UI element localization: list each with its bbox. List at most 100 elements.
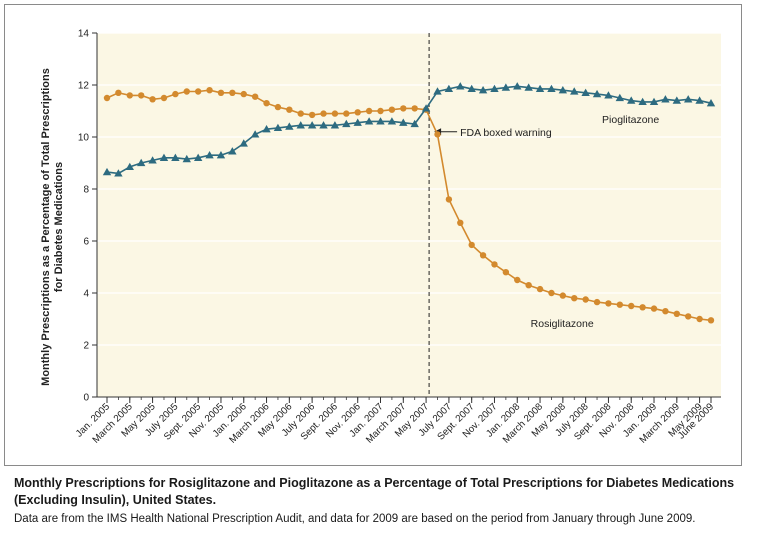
pioglitazone-point [638, 97, 647, 106]
pioglitazone-point [171, 153, 180, 161]
rosiglitazone-point [650, 305, 658, 312]
rosiglitazone-point [445, 196, 453, 203]
pioglitazone-point [547, 84, 556, 93]
pioglitazone-label: Pioglitazone [602, 114, 659, 126]
rosiglitazone-point [297, 110, 304, 117]
pioglitazone-point [216, 151, 226, 159]
y-tick-label: 4 [83, 289, 89, 300]
pioglitazone-point [330, 121, 340, 129]
pioglitazone-point [478, 86, 488, 94]
pioglitazone-point [490, 84, 499, 93]
pioglitazone-point [410, 119, 419, 128]
rosiglitazone-point [525, 282, 532, 289]
pioglitazone-point [125, 162, 134, 171]
pioglitazone-point [250, 130, 260, 138]
pioglitazone-point [535, 84, 545, 93]
pioglitazone-point [421, 104, 431, 112]
rosiglitazone-point [308, 111, 316, 119]
y-tick-label: 10 [78, 133, 90, 144]
pioglitazone-point [604, 91, 613, 99]
rosiglitazone-point [331, 110, 339, 117]
rosiglitazone-point [514, 276, 521, 284]
pioglitazone-point [706, 99, 716, 107]
pioglitazone-point [239, 139, 248, 147]
pioglitazone-point [433, 87, 442, 95]
y-tick-label: 2 [83, 341, 89, 352]
rosiglitazone-point [263, 100, 270, 107]
pioglitazone-point [262, 125, 271, 133]
rosiglitazone-point [571, 295, 578, 302]
pioglitazone-point [558, 86, 568, 94]
figure-caption-title: Monthly Prescriptions for Rosiglitazone … [14, 476, 735, 507]
rosiglitazone-point [582, 296, 589, 303]
rosiglitazone-point [206, 87, 213, 94]
rosiglitazone-point [639, 304, 646, 311]
pioglitazone-point [376, 117, 385, 125]
rosiglitazone-point [434, 131, 441, 138]
pioglitazone-point [684, 95, 693, 103]
pioglitazone-point [444, 84, 454, 93]
rosiglitazone-label: Rosiglitazone [531, 318, 594, 330]
rosiglitazone-point [160, 94, 168, 102]
rosiglitazone-point [377, 107, 384, 115]
y-axis-label: Monthly Prescriptions as a Percentage of… [40, 68, 52, 386]
pioglitazone-point [114, 169, 123, 177]
rosiglitazone-point [662, 308, 669, 315]
rosiglitazone-point [320, 110, 327, 117]
pioglitazone-point [615, 93, 625, 102]
pioglitazone-point [581, 88, 590, 96]
rosiglitazone-point [126, 92, 133, 99]
rosiglitazone-point [172, 90, 179, 98]
figure-caption-note: Data are from the IMS Health National Pr… [14, 513, 696, 525]
pioglitazone-point [296, 121, 305, 129]
y-tick-label: 0 [83, 393, 89, 404]
pioglitazone-point [627, 96, 636, 104]
pioglitazone-point [456, 82, 465, 90]
rosiglitazone-point [605, 300, 612, 307]
pioglitazone-point [228, 147, 237, 155]
rosiglitazone-point [251, 93, 259, 100]
y-tick-label: 14 [78, 29, 90, 40]
pioglitazone-point [661, 95, 670, 103]
rosiglitazone-point [149, 96, 156, 103]
pioglitazone-point [592, 89, 602, 98]
pioglitazone-point [524, 83, 533, 91]
rosiglitazone-point [707, 317, 715, 324]
rosiglitazone-point [491, 261, 498, 268]
rosiglitazone-point [115, 89, 122, 97]
rosiglitazone-point [400, 105, 407, 112]
rosiglitazone-point [217, 89, 225, 97]
y-tick-label: 6 [83, 237, 89, 248]
chart-frame: 0 2 4 6 8 10 12 14 Jan. 2005 March 2005 May 2005 Ju… [4, 4, 742, 466]
y-tick-label: 8 [83, 185, 89, 196]
pioglitazone-point [399, 118, 408, 126]
pioglitazone-point [364, 117, 374, 125]
pioglitazone-point [273, 123, 283, 132]
rosiglitazone-point [468, 241, 475, 249]
rosiglitazone-point [616, 301, 624, 308]
pioglitazone-point [148, 156, 157, 164]
rosiglitazone-point [343, 110, 350, 117]
y-tick-label: 12 [78, 81, 90, 92]
pioglitazone-point [353, 118, 362, 126]
rosiglitazone-point [696, 315, 703, 323]
rosiglitazone-point [137, 92, 145, 99]
pioglitazone-point [387, 117, 397, 125]
rosiglitazone-point [365, 107, 373, 115]
fda-warning-label: FDA boxed warning [460, 127, 552, 139]
rosiglitazone-point [240, 90, 247, 98]
rosiglitazone-point [229, 89, 236, 97]
rosiglitazone-point [593, 298, 601, 306]
pioglitazone-point [136, 158, 146, 167]
rosiglitazone-point [673, 310, 681, 317]
pioglitazone-point [695, 96, 704, 104]
rosiglitazone-point [286, 106, 293, 113]
rosiglitazone-point [457, 219, 464, 226]
rosiglitazone-point [103, 94, 111, 102]
rosiglitazone-point [354, 109, 361, 116]
rosiglitazone-point [548, 289, 555, 297]
rosiglitazone-point [274, 103, 282, 111]
rosiglitazone-point [628, 302, 635, 310]
pioglitazone-point [285, 122, 294, 130]
